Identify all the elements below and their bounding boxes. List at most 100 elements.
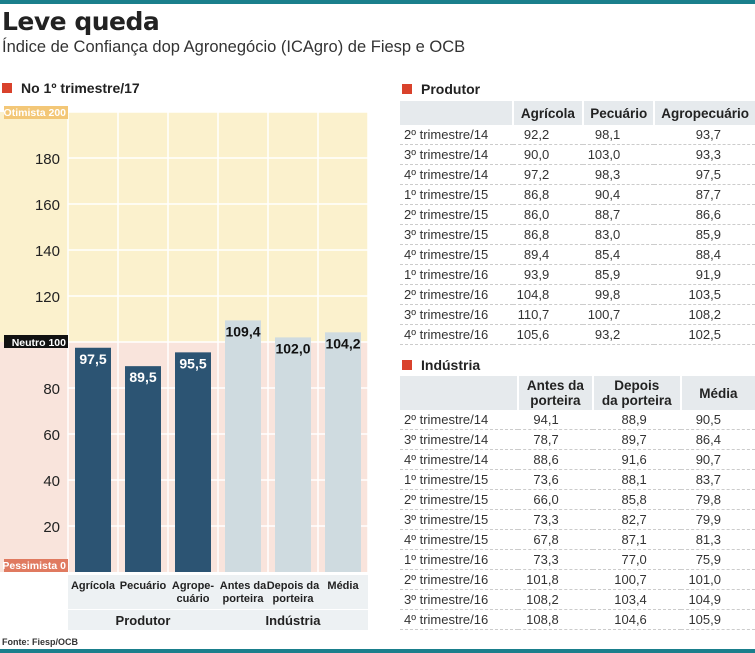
page-title: Leve queda <box>2 7 160 36</box>
table-cell: 108,2 <box>654 304 755 325</box>
table-row: 2º trimestre/16 101,8 100,7 101,0 <box>400 569 755 590</box>
column-header: Pecuário <box>582 101 655 125</box>
x-tick-label: porteira <box>223 593 265 605</box>
table-cell: 108,2 <box>518 589 593 610</box>
row-label: 1º trimestre/15 <box>400 184 513 205</box>
bar-3 <box>175 352 211 572</box>
table-row: 4º trimestre/16 108,8 104,6 105,9 <box>400 609 755 630</box>
table-row: 3º trimestre/15 73,3 82,7 79,9 <box>400 509 755 530</box>
table-row: 4º trimestre/14 97,2 98,3 97,5 <box>400 164 755 185</box>
table-cell: 90,5 <box>680 410 755 430</box>
table-cell: 100,7 <box>583 304 655 325</box>
row-label: 2º trimestre/16 <box>400 569 518 590</box>
y-tick-label: 160 <box>35 197 60 214</box>
industria-table: Antes da porteira Depois da porteira Média 2º… <box>400 376 755 630</box>
table-row: 4º trimestre/14 88,6 91,6 90,7 <box>400 449 755 470</box>
table-cell: 101,8 <box>518 569 593 590</box>
table-row: 1º trimestre/15 86,8 90,4 87,7 <box>400 184 755 205</box>
table-row: 3º trimestre/14 78,7 89,7 86,4 <box>400 429 755 450</box>
table-cell: 81,3 <box>680 529 755 550</box>
table-cell: 105,6 <box>512 324 584 345</box>
row-label: 3º trimestre/15 <box>400 224 513 245</box>
industria-heading: Indústria <box>402 357 480 373</box>
column-header-line: Depois <box>614 378 660 393</box>
page-subtitle: Índice de Confiança dop Agronegócio (ICA… <box>2 38 466 56</box>
data-label: 104,2 <box>325 335 360 351</box>
table-cell: 67,8 <box>518 529 593 550</box>
group-band <box>68 610 368 630</box>
y-tick-label: 80 <box>43 381 60 398</box>
x-tick-label: Média <box>327 580 359 592</box>
bar-2 <box>125 366 161 572</box>
table-cell: 85,9 <box>583 264 655 285</box>
column-header: Agropecuário <box>653 101 755 125</box>
x-tick-label: Depois da <box>267 580 320 592</box>
bar-5 <box>275 337 311 572</box>
row-label: 1º trimestre/15 <box>400 469 518 490</box>
table-cell: 73,3 <box>518 549 593 570</box>
table-cell: 85,8 <box>592 489 681 510</box>
row-label: 1º trimestre/16 <box>400 549 518 570</box>
table-cell: 108,8 <box>518 609 593 630</box>
row-label: 2º trimestre/15 <box>400 204 513 225</box>
row-label: 2º trimestre/14 <box>400 410 518 430</box>
table-cell: 89,4 <box>512 244 584 265</box>
table-cell: 85,4 <box>583 244 655 265</box>
table-row: 3º trimestre/16 108,2 103,4 104,9 <box>400 589 755 610</box>
table-cell: 88,9 <box>592 410 681 430</box>
source-note: Fonte: Fiesp/OCB <box>2 637 78 647</box>
y-tick-label: 40 <box>43 473 60 490</box>
group-label: Indústria <box>266 613 322 628</box>
table-cell: 90,7 <box>680 449 755 470</box>
table-cell: 66,0 <box>518 489 593 510</box>
row-label: 3º trimestre/16 <box>400 304 513 325</box>
table-cell: 86,8 <box>512 184 584 205</box>
table-cell: 99,8 <box>583 284 655 305</box>
table-row: 4º trimestre/15 67,8 87,1 81,3 <box>400 529 755 550</box>
y-tick-label: 180 <box>35 151 60 168</box>
table-header-row: Agrícola Pecuário Agropecuário <box>400 101 755 125</box>
table-cell: 93,7 <box>654 125 755 145</box>
table-cell: 92,2 <box>512 125 584 145</box>
table-header-row: Antes da porteira Depois da porteira Média <box>400 376 755 410</box>
table-row: 1º trimestre/16 93,9 85,9 91,9 <box>400 264 755 285</box>
bar-1 <box>75 347 111 572</box>
table-cell: 73,3 <box>518 509 593 530</box>
table-cell: 103,4 <box>592 589 681 610</box>
column-header-line: Agropecuário <box>661 105 749 121</box>
group-label: Produtor <box>116 613 171 628</box>
table-cell: 91,9 <box>654 264 755 285</box>
table-cell: 104,6 <box>592 609 681 630</box>
optimist-label: Otimista 200 <box>4 107 67 119</box>
table-cell: 91,6 <box>592 449 681 470</box>
x-tick-label: Antes da <box>220 580 267 592</box>
table-cell: 73,6 <box>518 469 593 490</box>
table-row: 2º trimestre/15 66,0 85,8 79,8 <box>400 489 755 510</box>
table-cell: 75,9 <box>680 549 755 570</box>
x-tick-label: Agrope- <box>172 580 215 592</box>
bar-6 <box>325 332 361 572</box>
column-header-line: Antes da <box>526 378 584 393</box>
data-label: 102,0 <box>275 340 310 356</box>
table-row: 3º trimestre/15 86,8 83,0 85,9 <box>400 224 755 245</box>
table-row: 3º trimestre/14 90,0 103,0 93,3 <box>400 144 755 165</box>
table-row: 3º trimestre/16 110,7 100,7 108,2 <box>400 304 755 325</box>
table-cell: 104,8 <box>512 284 584 305</box>
row-label: 2º trimestre/15 <box>400 489 518 510</box>
bar-chart: 20 40 60 80 120 140 160 180 Otimista 200 Neutro 1… <box>0 106 369 630</box>
table-cell: 89,7 <box>592 429 681 450</box>
top-rule <box>0 0 755 4</box>
produtor-heading: Produtor <box>402 81 480 97</box>
header-blank <box>400 376 518 410</box>
table-row: 2º trimestre/14 94,1 88,9 90,5 <box>400 410 755 430</box>
table-cell: 97,2 <box>512 164 584 185</box>
row-label: 3º trimestre/14 <box>400 429 518 450</box>
data-label: 109,4 <box>225 323 260 339</box>
x-tick-label: cuário <box>176 593 209 605</box>
column-header-line: Agrícola <box>520 105 575 121</box>
data-label: 97,5 <box>79 351 106 367</box>
table-cell: 78,7 <box>518 429 593 450</box>
table-cell: 83,7 <box>680 469 755 490</box>
pessimist-label-bg <box>4 559 68 572</box>
produtor-table: Agrícola Pecuário Agropecuário 2º trimestre… <box>400 101 755 345</box>
